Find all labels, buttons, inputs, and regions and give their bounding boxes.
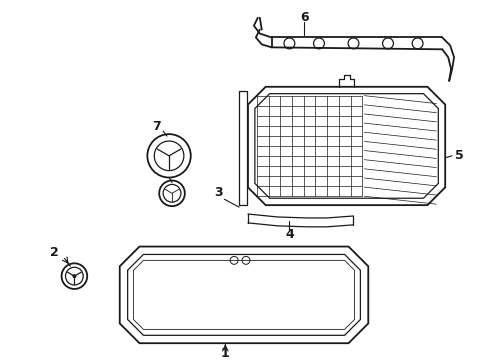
Text: 4: 4 xyxy=(285,228,294,241)
Text: 5: 5 xyxy=(455,149,464,162)
Text: 7: 7 xyxy=(152,120,161,133)
Text: 3: 3 xyxy=(214,186,222,199)
Circle shape xyxy=(73,274,76,278)
Text: 2: 2 xyxy=(50,246,59,259)
Text: 1: 1 xyxy=(221,347,230,360)
Text: 6: 6 xyxy=(300,11,309,24)
